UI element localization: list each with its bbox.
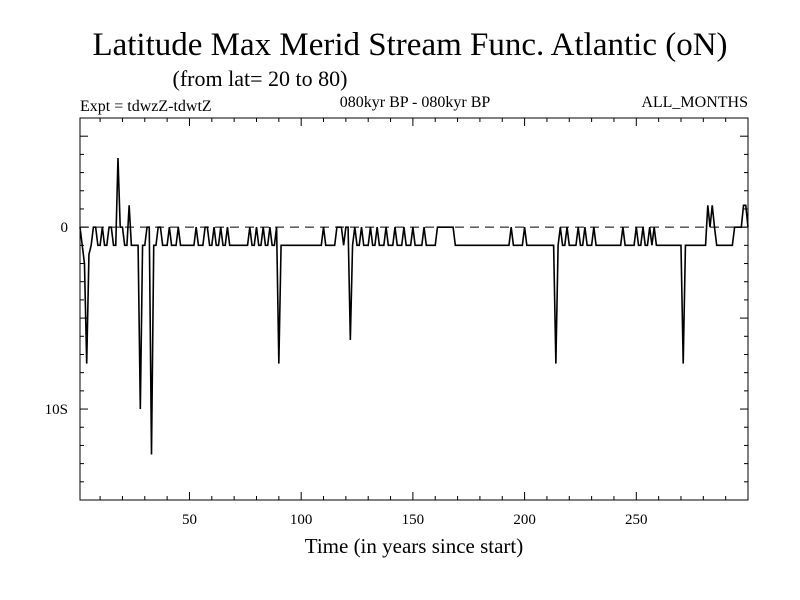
series-layer xyxy=(79,157,749,455)
y-tick-label: 0 xyxy=(61,220,69,236)
tick-layer: 50 100 150 200 250 0 10S xyxy=(45,118,748,528)
plot-frame xyxy=(79,117,749,501)
x-tick-label: 50 xyxy=(182,512,197,528)
series-line xyxy=(79,157,749,455)
x-tick-label: 100 xyxy=(290,512,313,528)
months-label: ALL_MONTHS xyxy=(641,94,748,111)
chart-title: Latitude Max Merid Stream Func. Atlantic… xyxy=(92,27,727,63)
y-tick-label: 10S xyxy=(45,402,68,418)
period-label: 080kyr BP - 080kyr BP xyxy=(340,94,491,111)
chart-subtitle: (from lat= 20 to 80) xyxy=(173,66,348,91)
x-tick-label: 150 xyxy=(402,512,425,528)
x-axis-label: Time (in years since start) xyxy=(305,534,524,558)
x-tick-label: 250 xyxy=(625,512,648,528)
x-tick-label: 200 xyxy=(513,512,536,528)
expt-label: Expt = tdwzZ-tdwtZ xyxy=(80,98,212,115)
